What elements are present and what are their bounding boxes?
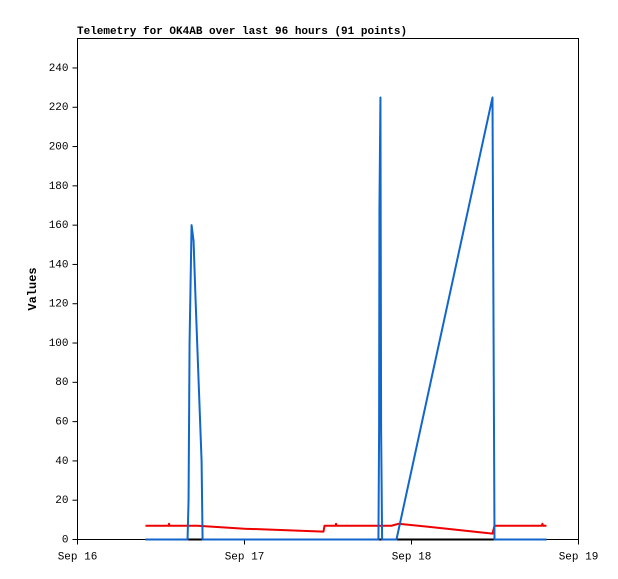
y-tick-label: 160 xyxy=(49,220,69,232)
chart-title: Telemetry for OK4AB over last 96 hours (… xyxy=(77,26,407,38)
y-tick-label: 20 xyxy=(55,495,68,507)
x-tick-label: Sep 16 xyxy=(58,551,98,563)
x-tick-label: Sep 19 xyxy=(559,551,599,563)
y-tick-label: 220 xyxy=(49,102,69,114)
series-line xyxy=(145,96,547,541)
y-tick-label: 100 xyxy=(49,338,69,350)
x-tick-label: Sep 17 xyxy=(225,551,265,563)
y-tick-label: 120 xyxy=(49,299,69,311)
y-tick-label: 200 xyxy=(49,141,69,153)
y-tick-label: 60 xyxy=(55,417,68,429)
x-tick-label: Sep 18 xyxy=(392,551,432,563)
y-tick-label: 80 xyxy=(55,377,68,389)
series-line xyxy=(145,522,547,535)
plot-frame xyxy=(77,38,579,540)
y-axis-label: Values xyxy=(26,267,40,310)
y-tick-label: 40 xyxy=(55,456,68,468)
y-tick-label: 180 xyxy=(49,181,69,193)
y-tick-label: 140 xyxy=(49,259,69,271)
y-tick-label: 0 xyxy=(62,534,69,546)
y-tick-label: 240 xyxy=(49,63,69,75)
